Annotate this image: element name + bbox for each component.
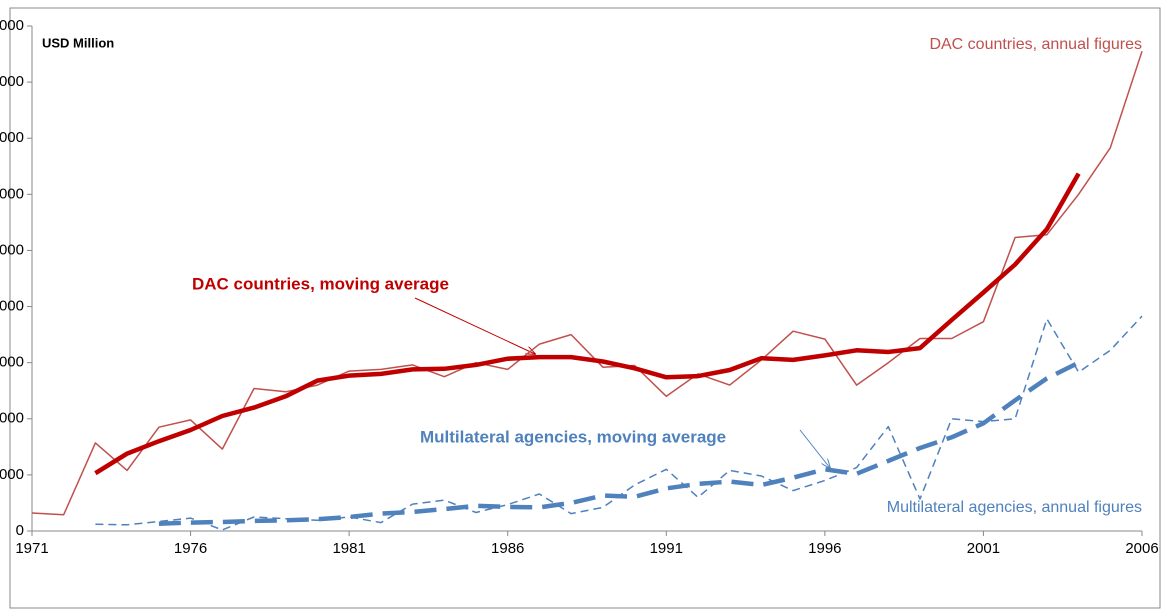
series-label: Multilateral agencies, moving average: [420, 427, 726, 446]
x-tick-label: 2001: [967, 540, 1000, 557]
series-line: [31, 51, 1143, 516]
x-tick-label: 1986: [491, 540, 524, 557]
series-label: DAC countries, moving average: [192, 274, 449, 293]
x-tick-label: 1991: [650, 540, 683, 557]
y-tick-label: 8000: [0, 73, 24, 90]
y-tick-label: 2000: [0, 410, 24, 427]
series-label: Multilateral agencies, annual figures: [887, 499, 1142, 516]
y-tick-label: 6000: [0, 185, 24, 202]
x-tick-label: 1976: [174, 540, 207, 557]
x-tick-label: 1981: [332, 540, 365, 557]
y-tick-label: 1000: [0, 466, 24, 483]
y-tick-label: 9000: [0, 17, 24, 34]
x-tick-label: 1971: [15, 540, 48, 557]
series-label: DAC countries, annual figures: [929, 36, 1142, 53]
y-tick-label: 5000: [0, 241, 24, 258]
y-tick-label: 3000: [0, 354, 24, 371]
y-tick-label: 7000: [0, 129, 24, 146]
series-line: [94, 172, 1081, 476]
series-line: [158, 360, 1080, 526]
y-tick-label: 4000: [0, 298, 24, 315]
y-tick-label: 0: [16, 522, 24, 539]
chart-frame: [9, 7, 1161, 609]
annotation-arrow: [414, 297, 535, 354]
y-axis-label: USD Million: [42, 35, 114, 50]
x-tick-label: 1996: [808, 540, 841, 557]
annotation-arrow: [799, 429, 830, 468]
x-tick-label: 2006: [1125, 540, 1158, 557]
